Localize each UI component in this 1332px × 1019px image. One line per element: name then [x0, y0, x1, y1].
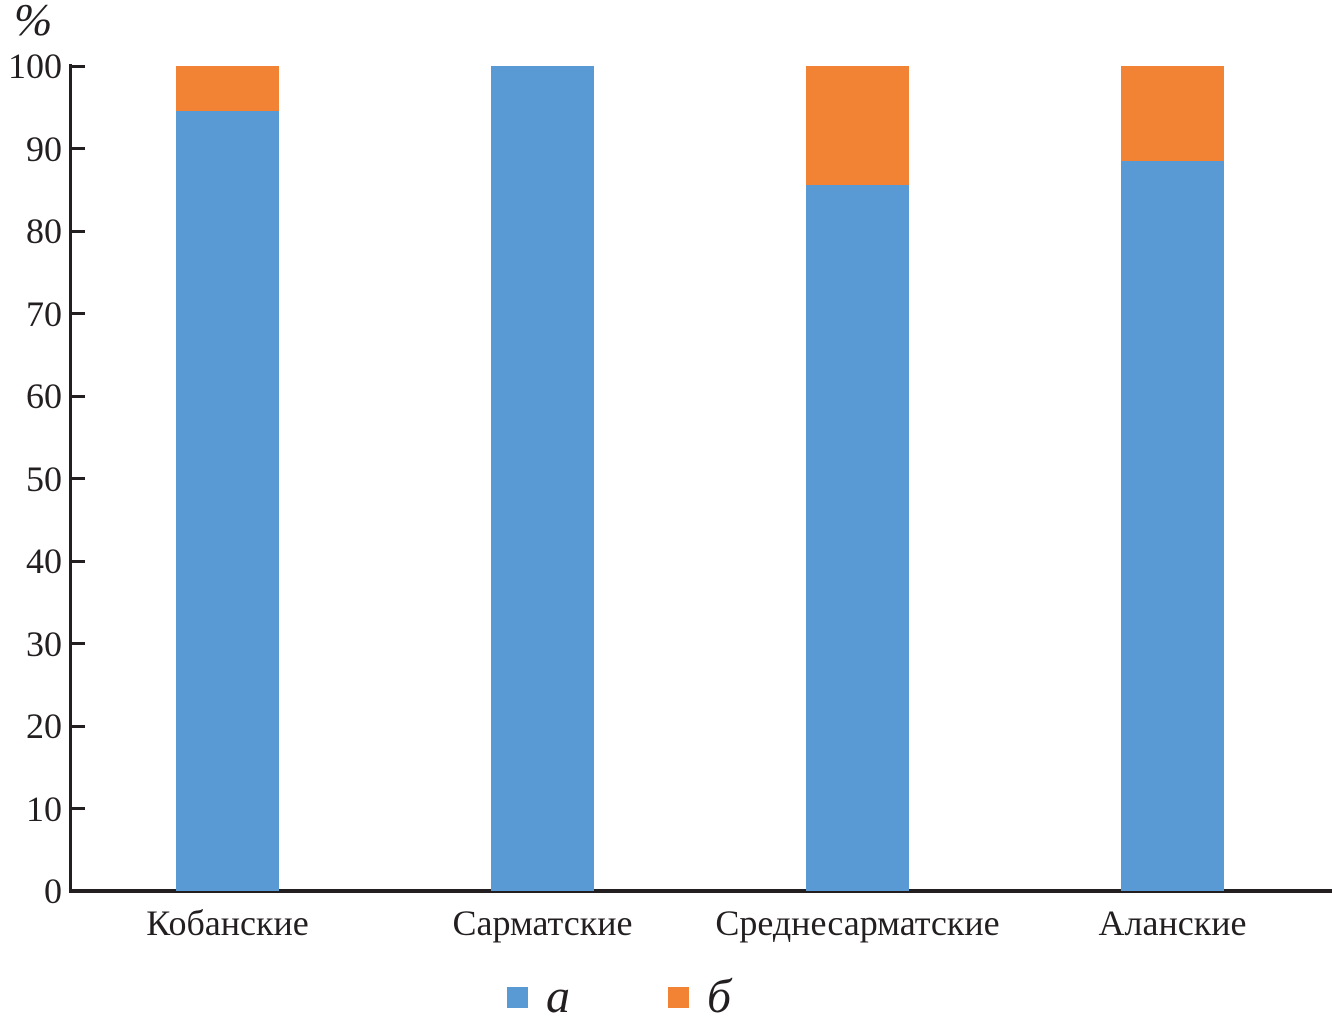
- category-label: Аланские: [1098, 903, 1247, 943]
- y-tick-mark: [72, 724, 85, 728]
- y-tick-label: 40: [26, 541, 62, 581]
- bar-segment-б: [806, 66, 909, 185]
- bar-segment-а: [176, 111, 279, 891]
- y-axis-unit-label: %: [14, 0, 53, 45]
- bar-segment-а: [806, 184, 909, 891]
- y-tick-mark: [72, 477, 85, 480]
- y-tick-mark: [72, 642, 85, 645]
- y-tick-mark: [72, 64, 85, 68]
- bar-segment-б: [176, 66, 279, 112]
- y-tick-mark: [72, 312, 85, 315]
- y-tick-label: 80: [26, 211, 62, 251]
- y-tick-label: 30: [26, 623, 62, 664]
- legend-swatch-icon: [507, 986, 528, 1008]
- y-axis-line: [69, 64, 72, 893]
- y-tick-mark: [72, 559, 85, 563]
- y-tick-label: 90: [26, 128, 62, 169]
- y-tick-mark: [72, 807, 85, 810]
- legend-swatch-icon: [668, 986, 689, 1008]
- y-tick-label: 100: [8, 46, 62, 86]
- y-tick-mark: [72, 394, 85, 398]
- y-tick-label: 70: [26, 293, 62, 334]
- bar-segment-а: [491, 66, 594, 891]
- bar-segment-а: [1121, 160, 1224, 891]
- y-tick-label: 10: [26, 788, 62, 829]
- y-tick-label: 0: [44, 871, 62, 911]
- y-tick-mark: [72, 147, 85, 150]
- legend-item: а: [507, 973, 570, 1019]
- y-tick-label: 20: [26, 706, 62, 746]
- x-axis-line: [69, 889, 1332, 893]
- y-tick-label: 60: [26, 376, 62, 416]
- y-tick-mark: [72, 229, 85, 233]
- category-label: Кобанские: [146, 903, 309, 943]
- legend-label: а: [546, 970, 570, 1019]
- category-label: Сарматские: [452, 903, 633, 943]
- category-label: Среднесарматские: [715, 903, 1000, 943]
- bar-segment-б: [1121, 66, 1224, 161]
- legend-item: б: [668, 973, 731, 1019]
- legend-label: б: [707, 970, 732, 1019]
- y-tick-label: 50: [26, 458, 62, 499]
